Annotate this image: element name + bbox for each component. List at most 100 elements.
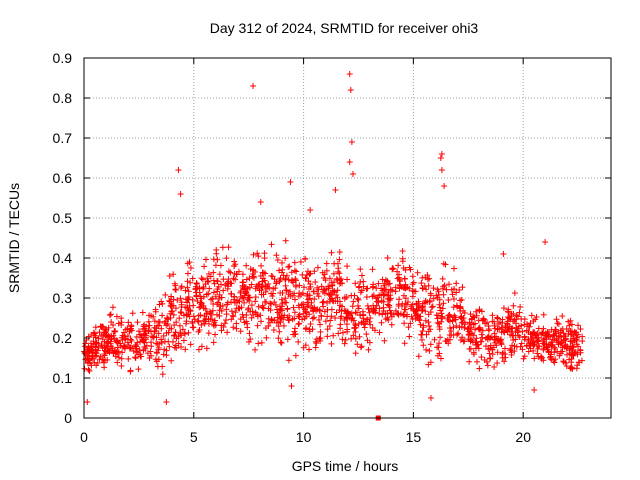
data-point (419, 328, 426, 335)
data-point (386, 297, 393, 304)
data-point (291, 259, 298, 266)
data-point (246, 294, 253, 301)
data-point (342, 336, 349, 343)
data-point (250, 311, 257, 318)
data-point (290, 279, 297, 286)
data-point (109, 304, 116, 311)
data-point (214, 277, 221, 284)
data-point (356, 333, 363, 340)
data-point (278, 339, 285, 346)
data-point (515, 332, 522, 339)
data-point (494, 360, 501, 367)
data-point (457, 314, 464, 321)
data-point (317, 321, 324, 328)
data-point (81, 343, 88, 350)
data-point (316, 316, 323, 323)
data-point (133, 333, 140, 340)
data-point (461, 338, 468, 345)
data-point (579, 338, 586, 345)
data-point (396, 281, 403, 288)
data-point (461, 324, 468, 331)
data-point (259, 269, 266, 276)
data-point (135, 328, 142, 335)
data-point (124, 339, 131, 346)
data-point (324, 326, 331, 333)
data-point (566, 322, 573, 329)
data-point (159, 363, 166, 370)
data-point (381, 280, 388, 287)
data-point (482, 343, 489, 350)
data-point (333, 309, 340, 316)
data-point (176, 315, 183, 322)
data-point (440, 291, 447, 298)
data-point (344, 263, 351, 270)
data-point (198, 321, 205, 328)
data-point (118, 355, 125, 362)
data-point (568, 359, 575, 366)
data-point (486, 350, 493, 357)
data-point (538, 353, 545, 360)
data-point (555, 333, 562, 340)
data-point (453, 289, 460, 296)
data-point (216, 295, 223, 302)
data-point (295, 321, 302, 328)
data-point (182, 296, 189, 303)
data-point (200, 285, 207, 292)
data-point (184, 284, 191, 291)
data-point (379, 311, 386, 318)
data-point (258, 318, 265, 325)
data-point (553, 316, 560, 323)
data-point (204, 275, 211, 282)
data-point (255, 303, 262, 310)
data-point (309, 305, 316, 312)
data-point (427, 292, 434, 299)
data-point (438, 167, 445, 173)
data-point (153, 325, 160, 332)
data-point (105, 338, 112, 345)
data-point (526, 342, 533, 349)
data-point (500, 328, 507, 335)
data-point (213, 246, 220, 253)
data-point (562, 333, 569, 340)
data-point (494, 315, 501, 322)
data-point (280, 322, 287, 329)
data-point (501, 345, 508, 352)
data-point (155, 322, 162, 329)
data-point (139, 309, 146, 316)
data-point (466, 330, 473, 337)
data-point (375, 298, 382, 305)
data-point (427, 326, 434, 333)
data-point (177, 309, 184, 316)
data-point (334, 287, 341, 294)
data-point (198, 300, 205, 307)
data-point (233, 320, 240, 327)
data-point (85, 349, 92, 356)
data-point (380, 298, 387, 305)
data-point (155, 346, 162, 353)
data-point (388, 321, 395, 328)
data-point (388, 313, 395, 320)
data-point (459, 284, 466, 291)
data-point (277, 277, 284, 284)
data-point (318, 283, 325, 290)
y-tick-label: 0.4 (53, 250, 73, 266)
data-point (134, 319, 141, 326)
data-point (198, 301, 205, 308)
data-point (268, 241, 275, 248)
data-point (306, 346, 313, 353)
data-point (491, 364, 498, 371)
data-point (559, 313, 566, 320)
data-point (90, 329, 97, 336)
data-point (330, 298, 337, 305)
data-point (192, 285, 199, 292)
data-point (282, 282, 289, 289)
chart-title: Day 312 of 2024, SRMTID for receiver ohi… (210, 20, 479, 36)
data-point (165, 316, 172, 323)
data-point (153, 340, 160, 347)
data-point (198, 295, 205, 302)
data-point (440, 283, 447, 290)
data-point (413, 306, 420, 313)
data-point (239, 271, 246, 278)
x-tick-label: 15 (406, 429, 422, 445)
